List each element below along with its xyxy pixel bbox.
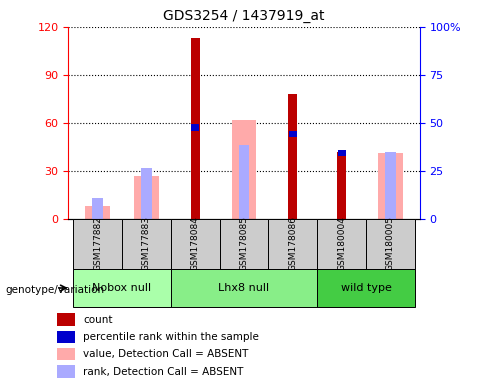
Text: GSM178084: GSM178084 [191, 217, 200, 271]
Bar [58, 313, 75, 326]
Text: GSM178086: GSM178086 [288, 216, 297, 271]
Text: Nobox null: Nobox null [92, 283, 152, 293]
Bar [134, 176, 159, 219]
Bar [58, 348, 75, 361]
Text: GSM178085: GSM178085 [240, 216, 248, 271]
Text: percentile rank within the sample: percentile rank within the sample [83, 332, 259, 342]
Bar [141, 168, 152, 219]
FancyBboxPatch shape [73, 269, 171, 307]
Bar [289, 131, 297, 137]
Bar [58, 331, 75, 343]
Text: GSM177883: GSM177883 [142, 216, 151, 271]
FancyBboxPatch shape [171, 269, 317, 307]
Bar [58, 365, 75, 378]
Text: value, Detection Call = ABSENT: value, Detection Call = ABSENT [83, 349, 248, 359]
FancyBboxPatch shape [317, 269, 415, 307]
Bar [85, 206, 110, 219]
FancyBboxPatch shape [171, 219, 220, 269]
FancyBboxPatch shape [366, 219, 415, 269]
Text: rank, Detection Call = ABSENT: rank, Detection Call = ABSENT [83, 366, 244, 377]
FancyBboxPatch shape [268, 219, 317, 269]
Bar [385, 152, 396, 219]
Bar [378, 153, 403, 219]
Bar [337, 152, 346, 219]
FancyBboxPatch shape [122, 219, 171, 269]
FancyBboxPatch shape [220, 219, 268, 269]
Text: GSM180005: GSM180005 [386, 216, 395, 271]
FancyBboxPatch shape [317, 219, 366, 269]
Bar [239, 145, 249, 219]
Text: GSM180004: GSM180004 [337, 217, 346, 271]
Bar [338, 150, 346, 157]
Text: wild type: wild type [341, 283, 391, 293]
Title: GDS3254 / 1437919_at: GDS3254 / 1437919_at [163, 9, 325, 23]
FancyBboxPatch shape [73, 219, 122, 269]
Text: Lhx8 null: Lhx8 null [219, 283, 269, 293]
Bar [191, 124, 199, 131]
Bar [191, 38, 200, 219]
Bar [92, 198, 103, 219]
Text: genotype/variation: genotype/variation [5, 285, 104, 295]
Bar [232, 120, 256, 219]
Text: count: count [83, 314, 113, 325]
Bar [288, 94, 297, 219]
Text: GSM177882: GSM177882 [93, 217, 102, 271]
